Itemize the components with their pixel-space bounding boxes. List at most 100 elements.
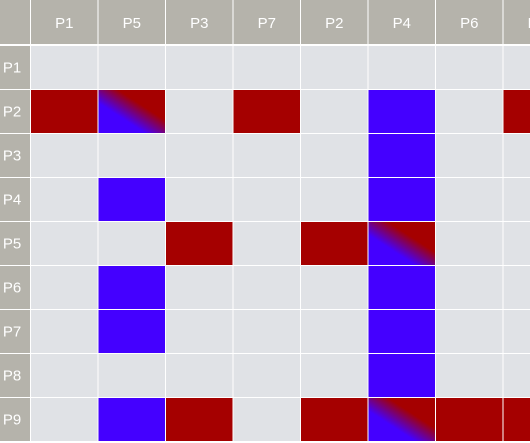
heatmap-cell-p4-p6 (436, 178, 503, 221)
column-header-bg-p7 (233, 0, 300, 44)
row-header-bg-p6 (0, 266, 30, 309)
heatmap-cell-p4-p3 (166, 178, 233, 221)
column-header-p6: P6 (460, 15, 478, 32)
row-header-bg-p9 (0, 398, 30, 441)
column-header-p4: P4 (393, 15, 411, 32)
heatmap-cell-p2-p1 (31, 90, 98, 133)
row-header-bg-p7 (0, 310, 30, 353)
column-header-bg-p1 (31, 0, 98, 44)
column-header-bg-p3 (166, 0, 233, 44)
row-header-bg-p2 (0, 90, 30, 133)
heatmap-cell-p4-p7 (233, 178, 300, 221)
heatmap-cell-p5-p1 (31, 222, 98, 265)
heatmap-cell-p3-p1 (31, 134, 98, 177)
heatmap-cell-p1-p6 (436, 46, 503, 89)
heatmap-cell-p3-p4 (368, 134, 435, 177)
heatmap-cell-p3-p8 (503, 134, 530, 177)
heatmap-cell-p4-p1 (31, 178, 98, 221)
column-header-p5: P5 (123, 15, 141, 32)
heatmap-cell-p1-p5 (98, 46, 165, 89)
heatmap-cell-p8-p4 (368, 354, 435, 397)
row-header-bg-p4 (0, 178, 30, 221)
heatmap-cell-p5-p2 (301, 222, 368, 265)
heatmap-cell-p2-p2 (301, 90, 368, 133)
heatmap-cell-p8-p8 (503, 354, 530, 397)
row-header-bg-p8 (0, 354, 30, 397)
heatmap-cell-p7-p6 (436, 310, 503, 353)
heatmap-cell-p7-p7 (233, 310, 300, 353)
heatmap-cell-p1-p7 (233, 46, 300, 89)
heatmap-cell-p8-p5 (98, 354, 165, 397)
heatmap-cell-p5-p8 (503, 222, 530, 265)
heatmap-cell-p9-p6 (436, 398, 503, 441)
heatmap-cell-p7-p1 (31, 310, 98, 353)
row-header-p6: P6 (3, 280, 21, 297)
row-header-p5: P5 (3, 236, 21, 253)
column-header-p3: P3 (190, 15, 208, 32)
heatmap-cell-p8-p2 (301, 354, 368, 397)
heatmap-cell-p2-p3 (166, 90, 233, 133)
heatmap-cell-p7-p5 (98, 310, 165, 353)
heatmap-cell-p6-p1 (31, 266, 98, 309)
column-header-bg-p6 (436, 0, 503, 44)
row-header-p2: P2 (3, 104, 21, 121)
heatmap-cell-p9-p8 (503, 398, 530, 441)
row-header-bg-p1 (0, 46, 30, 89)
row-header-bg-p5 (0, 222, 30, 265)
heatmap-cell-p5-p7 (233, 222, 300, 265)
heatmap-cell-p9-p1 (31, 398, 98, 441)
heatmap-cell-p6-p3 (166, 266, 233, 309)
heatmap-cell-p9-p7 (233, 398, 300, 441)
heatmap-cell-p5-p4 (368, 222, 435, 265)
heatmap-cell-p6-p4 (368, 266, 435, 309)
row-header-p7: P7 (3, 324, 21, 341)
heatmap-cell-p7-p4 (368, 310, 435, 353)
heatmap-cell-p6-p5 (98, 266, 165, 309)
heatmap-cell-p3-p6 (436, 134, 503, 177)
heatmap-cell-p4-p5 (98, 178, 165, 221)
heatmap-cell-p2-p6 (436, 90, 503, 133)
heatmap-cell-p9-p5 (98, 398, 165, 441)
heatmap-cell-p8-p1 (31, 354, 98, 397)
heatmap-cell-p7-p2 (301, 310, 368, 353)
heatmap-cell-p3-p7 (233, 134, 300, 177)
heatmap-cell-p8-p7 (233, 354, 300, 397)
heatmap-cell-p1-p4 (368, 46, 435, 89)
column-header-bg-p5 (98, 0, 165, 44)
heatmap-cell-p4-p2 (301, 178, 368, 221)
heatmap-cell-p8-p3 (166, 354, 233, 397)
column-header-p2: P2 (325, 15, 343, 32)
heatmap-cell-p6-p2 (301, 266, 368, 309)
heatmap-cell-p3-p3 (166, 134, 233, 177)
heatmap-cell-p7-p8 (503, 310, 530, 353)
heatmap-cell-p6-p6 (436, 266, 503, 309)
row-header-p1: P1 (3, 60, 21, 77)
heatmap-cell-p5-p5 (98, 222, 165, 265)
heatmap-cell-p8-p6 (436, 354, 503, 397)
row-header-p4: P4 (3, 192, 21, 209)
heatmap-cell-p1-p1 (31, 46, 98, 89)
heatmap-cell-p2-p7 (233, 90, 300, 133)
row-header-bg-p3 (0, 134, 30, 177)
row-header-p8: P8 (3, 368, 21, 385)
heatmap-cell-p3-p5 (98, 134, 165, 177)
heatmap-cell-p2-p8 (503, 90, 530, 133)
heatmap-cell-p2-p4 (368, 90, 435, 133)
header-corner (0, 0, 30, 44)
heatmap-cell-p5-p3 (166, 222, 233, 265)
heatmap-cell-p2-p5 (98, 90, 165, 133)
column-header-bg-p2 (301, 0, 368, 44)
heatmap-cell-p1-p3 (166, 46, 233, 89)
heatmap-cell-p4-p4 (368, 178, 435, 221)
column-header-p8: P8 (528, 15, 530, 32)
heatmap-cell-p1-p8 (503, 46, 530, 89)
row-header-p9: P9 (3, 412, 21, 429)
column-header-p1: P1 (55, 15, 73, 32)
heatmap-cell-p6-p7 (233, 266, 300, 309)
heatmap-cell-p3-p2 (301, 134, 368, 177)
heatmap-cell-p9-p2 (301, 398, 368, 441)
heatmap-cell-p9-p4 (368, 398, 435, 441)
heatmap-cell-p9-p3 (166, 398, 233, 441)
